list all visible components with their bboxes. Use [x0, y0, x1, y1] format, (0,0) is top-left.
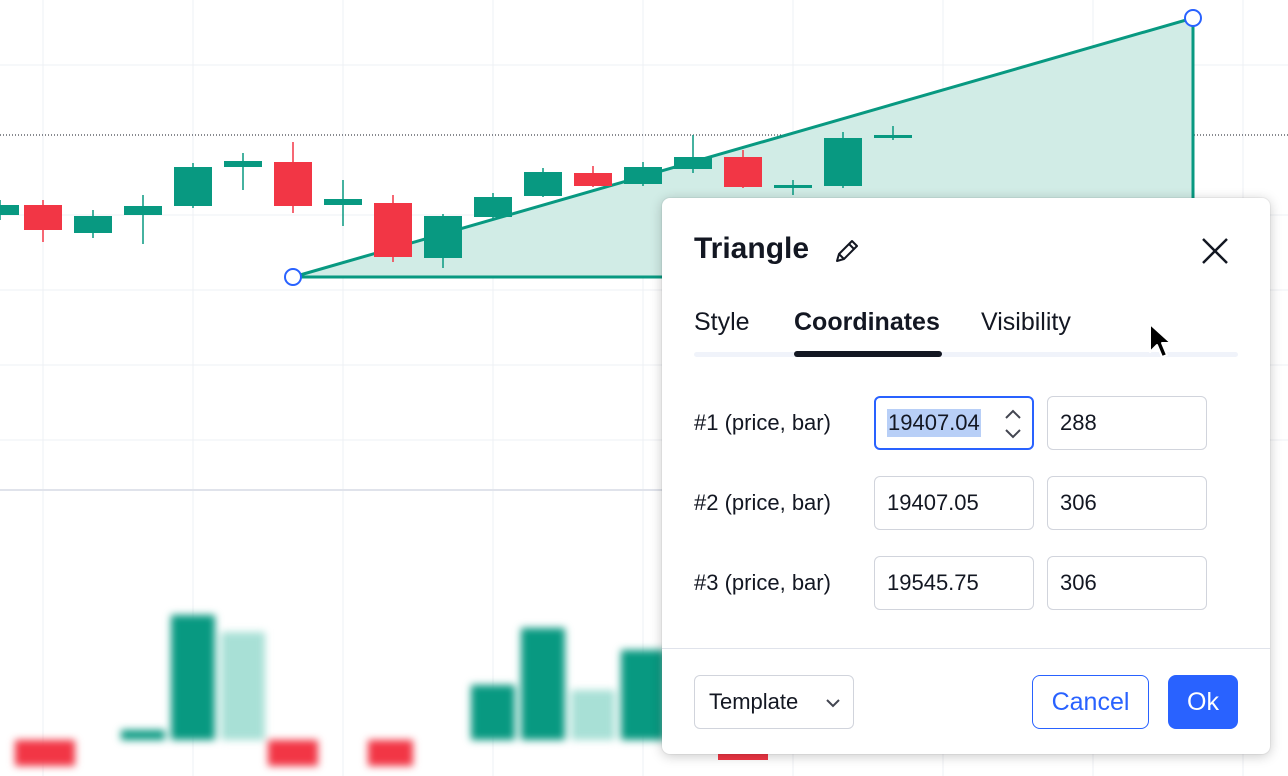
candlestick [324, 180, 362, 226]
triangle-handle-2[interactable] [1184, 9, 1202, 27]
candle-body [324, 199, 362, 205]
tab-coordinates[interactable]: Coordinates [794, 308, 940, 336]
dialog-tabs: Style Coordinates Visibility [694, 308, 1238, 357]
candle-body [74, 216, 112, 233]
point-2-bar-input[interactable]: 306 [1047, 476, 1207, 530]
point-3-price-input[interactable]: 19545.75 [874, 556, 1034, 610]
ok-button[interactable]: Ok [1168, 675, 1238, 729]
cancel-button[interactable]: Cancel [1032, 675, 1149, 729]
candle-body [574, 173, 612, 186]
chevron-up-icon [1005, 409, 1021, 419]
candlestick [774, 180, 812, 195]
candlestick [374, 195, 412, 262]
volume-bar [718, 752, 768, 760]
point-1-bar-value: 288 [1060, 410, 1097, 435]
footer-divider [662, 648, 1270, 649]
point-2-price-value: 19407.05 [887, 490, 979, 515]
volume-bar [621, 650, 665, 740]
candlestick [274, 142, 312, 213]
volume-bar [521, 628, 565, 740]
triangle-handle-1[interactable] [284, 268, 302, 286]
point-3-bar-value: 306 [1060, 570, 1097, 595]
point-2-price-input[interactable]: 19407.05 [874, 476, 1034, 530]
candle-body [174, 167, 212, 206]
candle-body [0, 205, 19, 215]
candle-body [224, 161, 262, 167]
close-icon[interactable] [1198, 234, 1232, 268]
volume-bar [368, 740, 413, 766]
point-1-price-value: 19407.04 [887, 409, 981, 437]
point-2-bar-value: 306 [1060, 490, 1097, 515]
volume-bar [571, 690, 615, 740]
chevron-down-icon [826, 699, 840, 708]
candlestick [674, 135, 712, 173]
candle-body [274, 162, 312, 206]
volume-bar [471, 685, 515, 740]
candlestick [0, 200, 19, 220]
candlestick [24, 200, 62, 242]
candle-body [424, 216, 462, 258]
candle-body [824, 138, 862, 186]
volume-bar [171, 615, 215, 740]
candle-body [724, 157, 762, 187]
candlestick [224, 153, 262, 190]
point-1-price-input[interactable]: 19407.04 [874, 396, 1034, 450]
candle-body [524, 172, 562, 196]
template-label: Template [709, 689, 799, 714]
candle-body [124, 206, 162, 215]
point-3-price-value: 19545.75 [887, 570, 979, 595]
triangle-handles[interactable] [284, 9, 1202, 286]
volume-bar [15, 740, 75, 766]
candlestick [74, 210, 112, 238]
candlestick [524, 168, 562, 197]
volume-pane [15, 615, 665, 766]
candlestick [624, 162, 662, 186]
point-3-label: #3 (price, bar) [694, 570, 831, 595]
candlestick [874, 126, 912, 140]
candlestick-series [0, 126, 912, 268]
candlestick [174, 163, 212, 208]
volume-bar [121, 730, 165, 740]
point-3-bar-input[interactable]: 306 [1047, 556, 1207, 610]
template-dropdown[interactable]: Template [694, 675, 854, 729]
candle-body [24, 205, 62, 230]
candlestick [424, 214, 462, 268]
triangle-settings-dialog: Triangle Style Coordinates Visibility #1… [662, 198, 1270, 754]
mouse-pointer-icon [1149, 323, 1172, 358]
candle-body [674, 157, 712, 169]
candlestick [824, 132, 862, 188]
active-tab-indicator [794, 351, 942, 357]
point-1-label: #1 (price, bar) [694, 410, 831, 435]
dialog-title: Triangle [694, 232, 810, 265]
point-1-bar-input[interactable]: 288 [1047, 396, 1207, 450]
tab-style[interactable]: Style [694, 308, 750, 336]
volume-bar [221, 632, 265, 740]
candlestick [474, 193, 512, 219]
candlestick [124, 195, 162, 244]
candle-body [874, 135, 912, 138]
candlestick [724, 150, 762, 188]
tab-track [694, 352, 1238, 357]
tab-visibility[interactable]: Visibility [981, 308, 1071, 336]
price-stepper[interactable] [1002, 404, 1024, 444]
candle-body [624, 167, 662, 184]
pencil-icon[interactable] [832, 236, 862, 266]
candlestick [574, 166, 612, 187]
chevron-down-icon [1005, 429, 1021, 439]
candle-body [474, 197, 512, 217]
candle-body [374, 203, 412, 257]
point-2-label: #2 (price, bar) [694, 490, 831, 515]
volume-bar [268, 740, 318, 766]
candle-body [774, 185, 812, 188]
